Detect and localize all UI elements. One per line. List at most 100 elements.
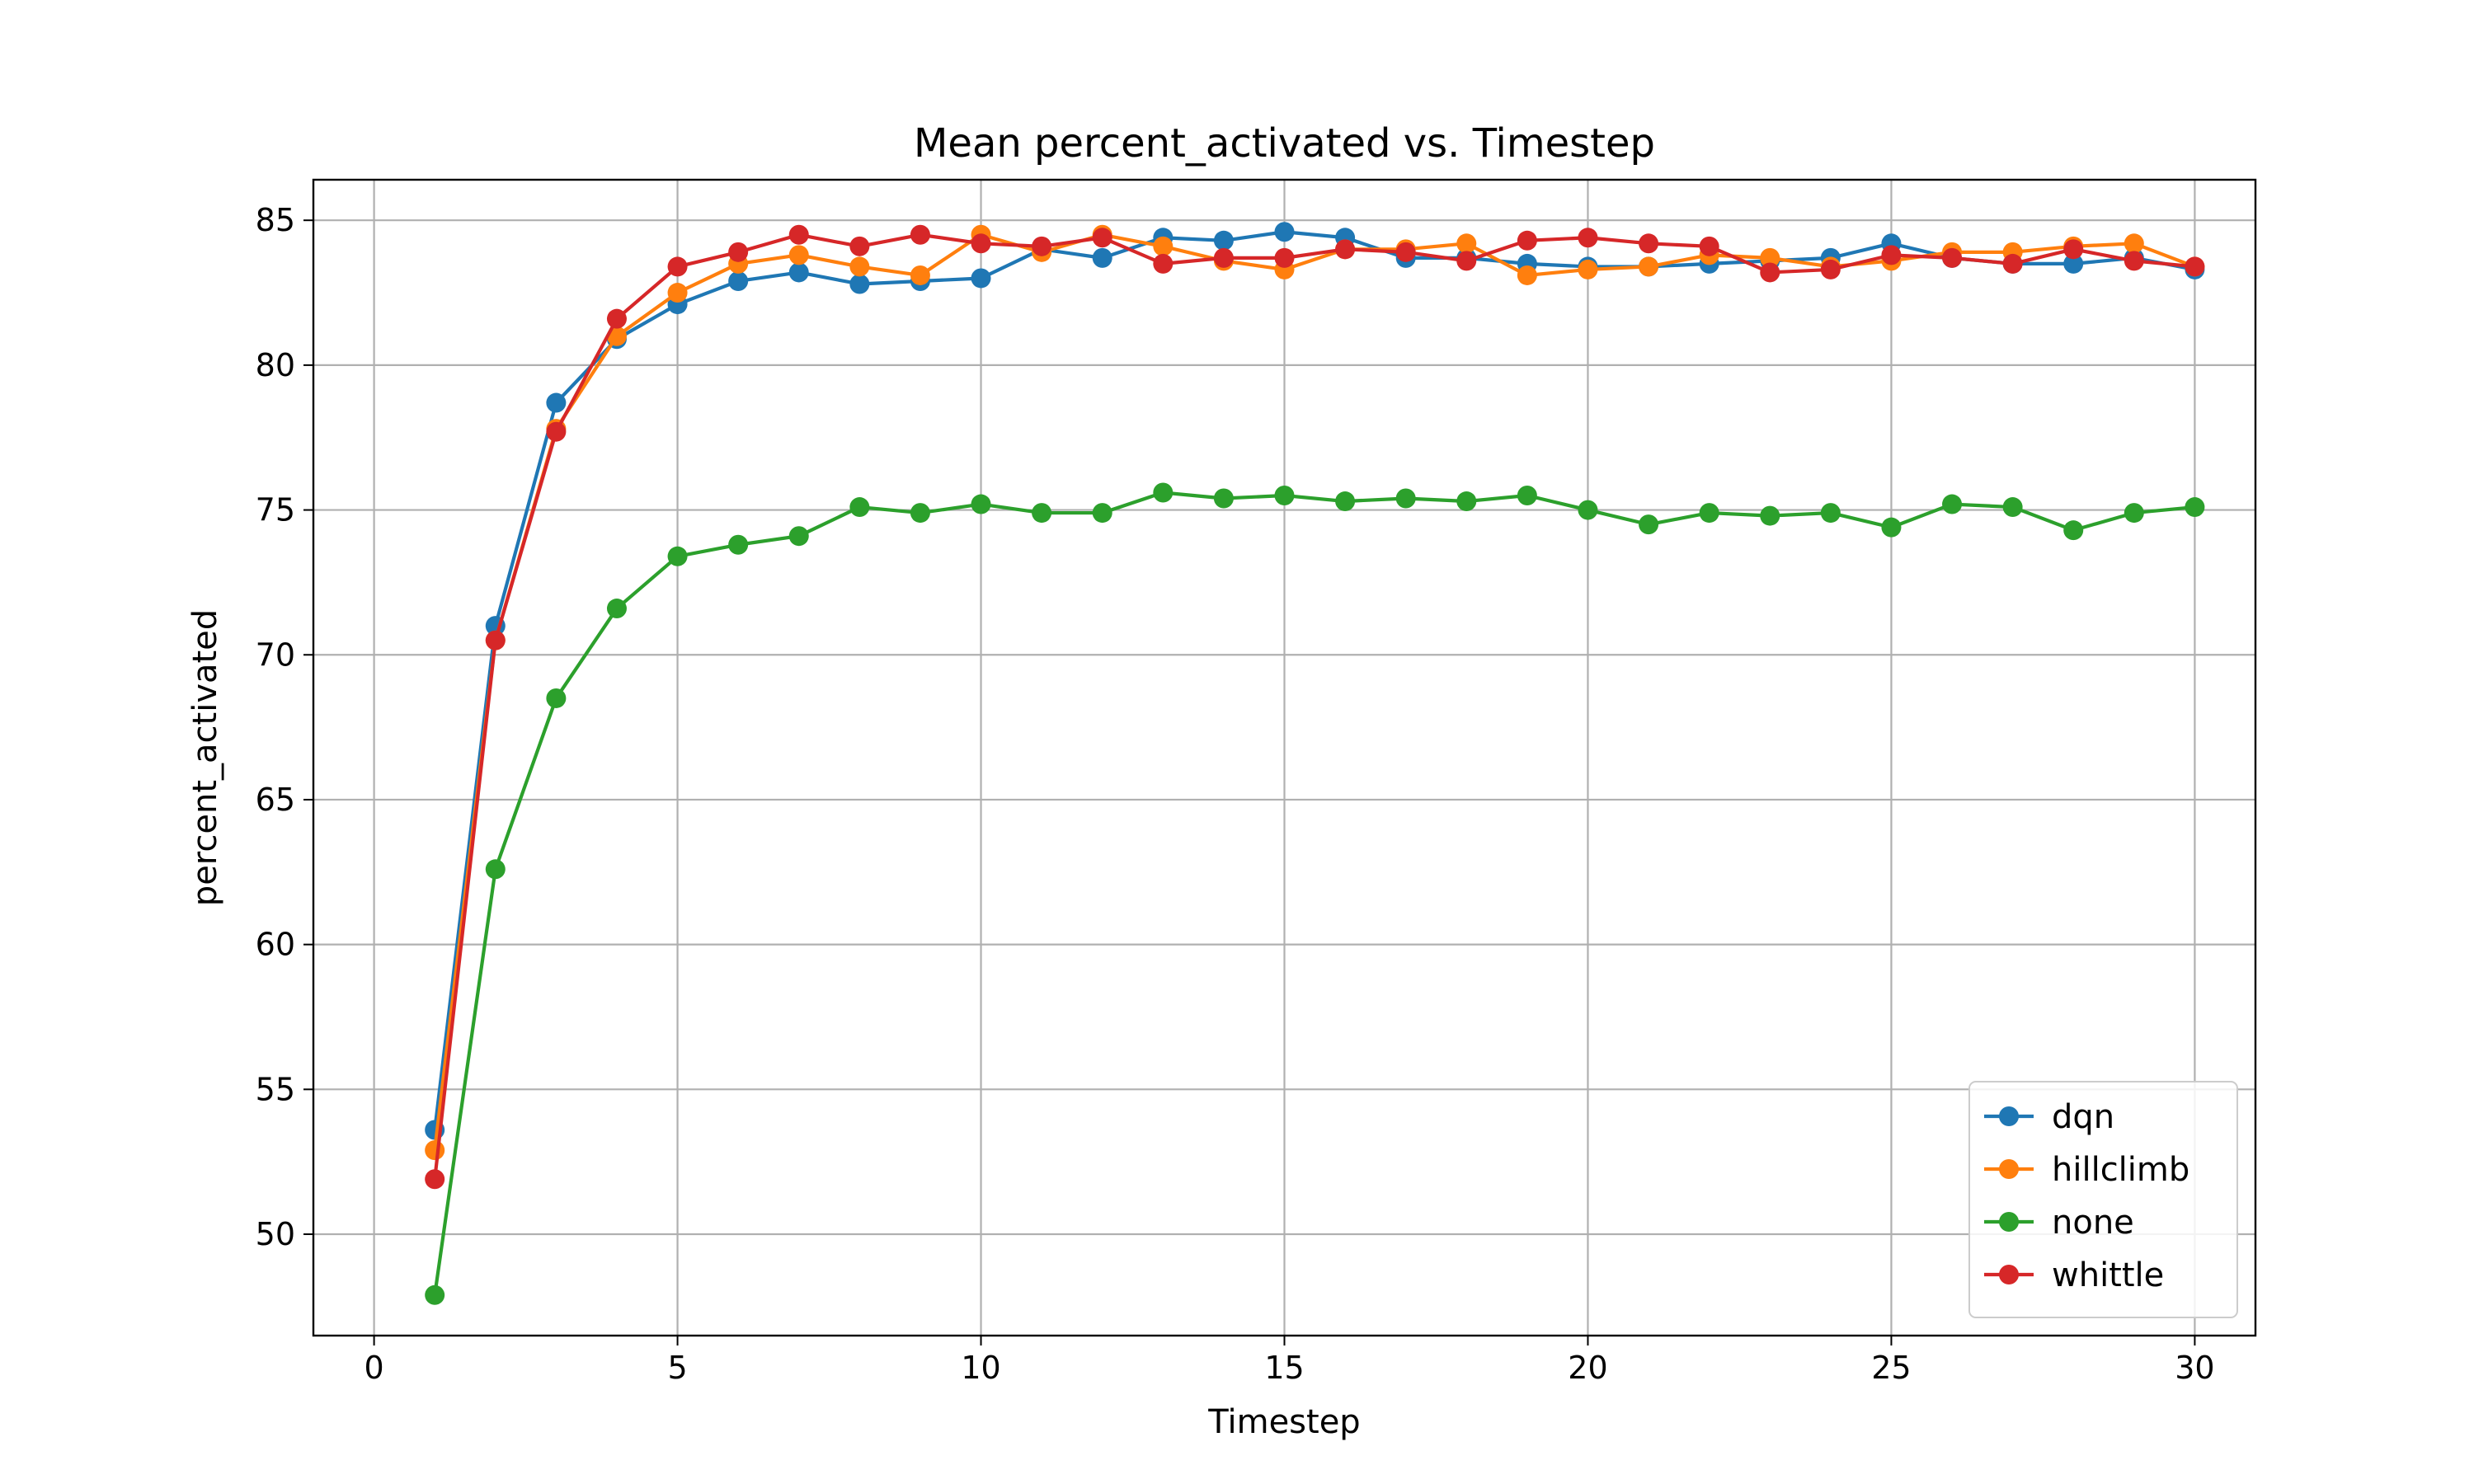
legend-label: dqn [2052, 1098, 2114, 1136]
data-point-hillclimb [2124, 233, 2144, 254]
data-point-hillclimb [667, 283, 688, 303]
series-line-whittle [433, 232, 2195, 1180]
y-tick-label: 65 [256, 782, 295, 818]
data-point-whittle [667, 256, 688, 277]
data-point-whittle [2002, 253, 2023, 274]
data-point-none [2124, 503, 2144, 524]
series-layer [425, 222, 2205, 1305]
y-tick-label: 50 [256, 1216, 295, 1252]
data-point-none [1153, 482, 1174, 503]
data-point-none [910, 503, 930, 524]
data-point-none [1032, 503, 1052, 524]
series-line-dqn [433, 230, 2195, 1130]
legend-item-hillclimb: hillclimb [1984, 1151, 2189, 1189]
data-point-dqn [1213, 230, 1234, 251]
data-point-dqn [1092, 247, 1112, 268]
data-point-none [2002, 497, 2023, 518]
legend-item-dqn: dqn [1984, 1098, 2114, 1136]
x-tick-label: 25 [1871, 1350, 1911, 1386]
data-point-none [2185, 497, 2205, 518]
data-point-hillclimb [1153, 236, 1174, 256]
data-point-whittle [1032, 236, 1052, 256]
data-point-none [1395, 488, 1416, 509]
data-point-whittle [1517, 230, 1537, 251]
y-tick-label: 75 [256, 492, 295, 528]
series-line-none [433, 491, 2195, 1296]
data-point-dqn [546, 392, 567, 413]
data-point-hillclimb [1517, 265, 1537, 285]
data-point-whittle [1213, 247, 1234, 268]
data-point-whittle [1578, 228, 1598, 248]
series-whittle [425, 224, 2205, 1190]
data-point-none [1578, 500, 1598, 520]
data-point-whittle [546, 421, 567, 442]
data-point-none [788, 526, 809, 547]
x-tick-label: 0 [365, 1350, 384, 1386]
data-point-none [1213, 488, 1234, 509]
data-point-whittle [849, 236, 870, 256]
data-point-whittle [971, 233, 991, 254]
data-point-dqn [788, 262, 809, 283]
data-point-none [667, 546, 688, 566]
data-point-whittle [1153, 253, 1174, 274]
legend-swatch-marker [1999, 1106, 2019, 1126]
data-point-dqn [2063, 253, 2084, 274]
data-point-whittle [1820, 259, 1841, 279]
data-point-none [546, 688, 567, 708]
data-point-whittle [728, 242, 749, 262]
chart-title: Mean percent_activated vs. Timestep [914, 120, 1655, 167]
legend-swatch-marker [1999, 1265, 2019, 1284]
legend-swatch-marker [1999, 1212, 2019, 1232]
data-point-whittle [1639, 233, 1659, 254]
data-point-whittle [1274, 247, 1295, 268]
data-point-none [1517, 486, 1537, 506]
data-point-whittle [1942, 247, 1963, 268]
data-point-hillclimb [788, 245, 809, 265]
y-tick-label: 60 [256, 927, 295, 963]
data-point-none [971, 494, 991, 514]
data-point-whittle [1092, 228, 1112, 248]
data-point-whittle [1395, 242, 1416, 262]
axis-ticks: 0 5 10 15 20 25 30 50 55 60 65 70 75 80 85 [256, 202, 2215, 1386]
data-point-none [425, 1284, 445, 1305]
data-point-none [1092, 503, 1112, 524]
legend-label: none [2052, 1204, 2134, 1242]
data-point-dqn [849, 274, 870, 294]
legend-label: whittle [2052, 1256, 2164, 1294]
data-point-none [1881, 517, 1902, 538]
data-point-whittle [606, 308, 627, 329]
x-tick-label: 10 [961, 1350, 1000, 1386]
y-tick-label: 55 [256, 1071, 295, 1107]
data-point-whittle [1699, 236, 1719, 256]
data-point-whittle [485, 630, 506, 650]
data-point-whittle [2185, 256, 2205, 277]
data-point-whittle [425, 1169, 445, 1190]
data-point-none [2063, 520, 2084, 541]
x-axis-title: Timestep [1207, 1403, 1360, 1441]
y-axis-title: percent_activated [186, 609, 224, 906]
data-point-whittle [788, 224, 809, 245]
data-point-none [1274, 486, 1295, 506]
data-point-none [1760, 505, 1780, 526]
data-point-hillclimb [1578, 259, 1598, 279]
legend: dqn hillclimb none whittle [1968, 1081, 2238, 1318]
data-point-none [485, 859, 506, 880]
x-tick-label: 20 [1568, 1350, 1607, 1386]
legend-item-none: none [1984, 1204, 2134, 1242]
data-point-hillclimb [1456, 233, 1477, 254]
y-tick-label: 80 [256, 347, 295, 383]
series-none [425, 482, 2205, 1305]
data-point-whittle [1760, 262, 1780, 283]
data-point-none [1820, 503, 1841, 524]
x-tick-label: 30 [2175, 1350, 2214, 1386]
data-point-none [849, 497, 870, 518]
data-point-whittle [910, 224, 930, 245]
data-point-none [606, 599, 627, 619]
grid [313, 180, 2255, 1336]
series-line-hillclimb [433, 232, 2196, 1151]
data-point-none [1456, 491, 1477, 512]
data-point-dqn [1274, 222, 1295, 242]
x-tick-label: 15 [1264, 1350, 1304, 1386]
data-point-none [728, 534, 749, 555]
